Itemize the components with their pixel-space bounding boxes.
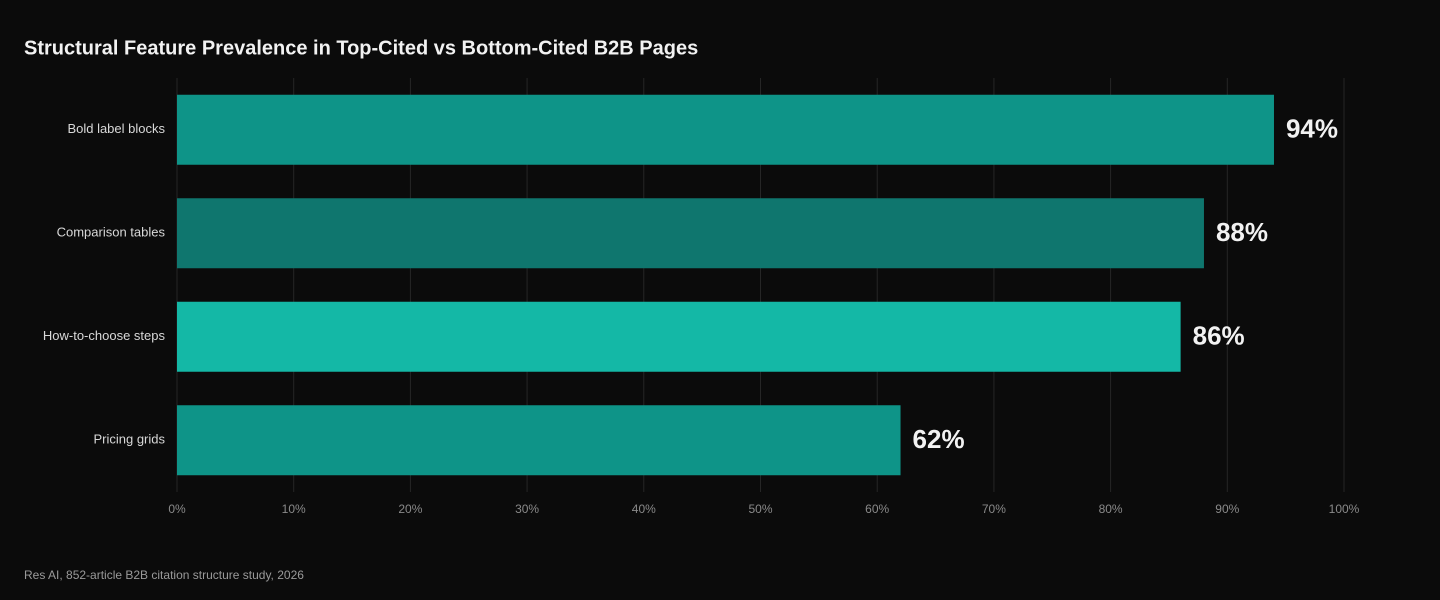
- value-label: 86%: [1193, 321, 1245, 351]
- bar: [177, 405, 901, 476]
- value-label: 94%: [1286, 114, 1338, 144]
- x-tick-label: 70%: [982, 502, 1006, 516]
- x-tick-label: 50%: [748, 502, 772, 516]
- x-tick-label: 10%: [282, 502, 306, 516]
- bar: [177, 94, 1274, 165]
- y-tick-label: Comparison tables: [57, 225, 166, 240]
- chart-title: Structural Feature Prevalence in Top-Cit…: [24, 37, 698, 59]
- bar: [177, 301, 1181, 372]
- bar: [177, 198, 1204, 269]
- y-tick-label: Pricing grids: [93, 432, 165, 447]
- x-tick-label: 80%: [1099, 502, 1123, 516]
- x-tick-label: 20%: [398, 502, 422, 516]
- x-tick-label: 0%: [168, 502, 186, 516]
- value-label: 62%: [913, 424, 965, 454]
- y-tick-label: Bold label blocks: [67, 121, 165, 136]
- value-label: 88%: [1216, 217, 1268, 247]
- x-tick-label: 90%: [1215, 502, 1239, 516]
- source-note: Res AI, 852-article B2B citation structu…: [24, 568, 304, 582]
- x-tick-label: 100%: [1329, 502, 1360, 516]
- y-tick-label: How-to-choose steps: [43, 328, 166, 343]
- x-tick-label: 60%: [865, 502, 889, 516]
- x-tick-label: 30%: [515, 502, 539, 516]
- x-tick-label: 40%: [632, 502, 656, 516]
